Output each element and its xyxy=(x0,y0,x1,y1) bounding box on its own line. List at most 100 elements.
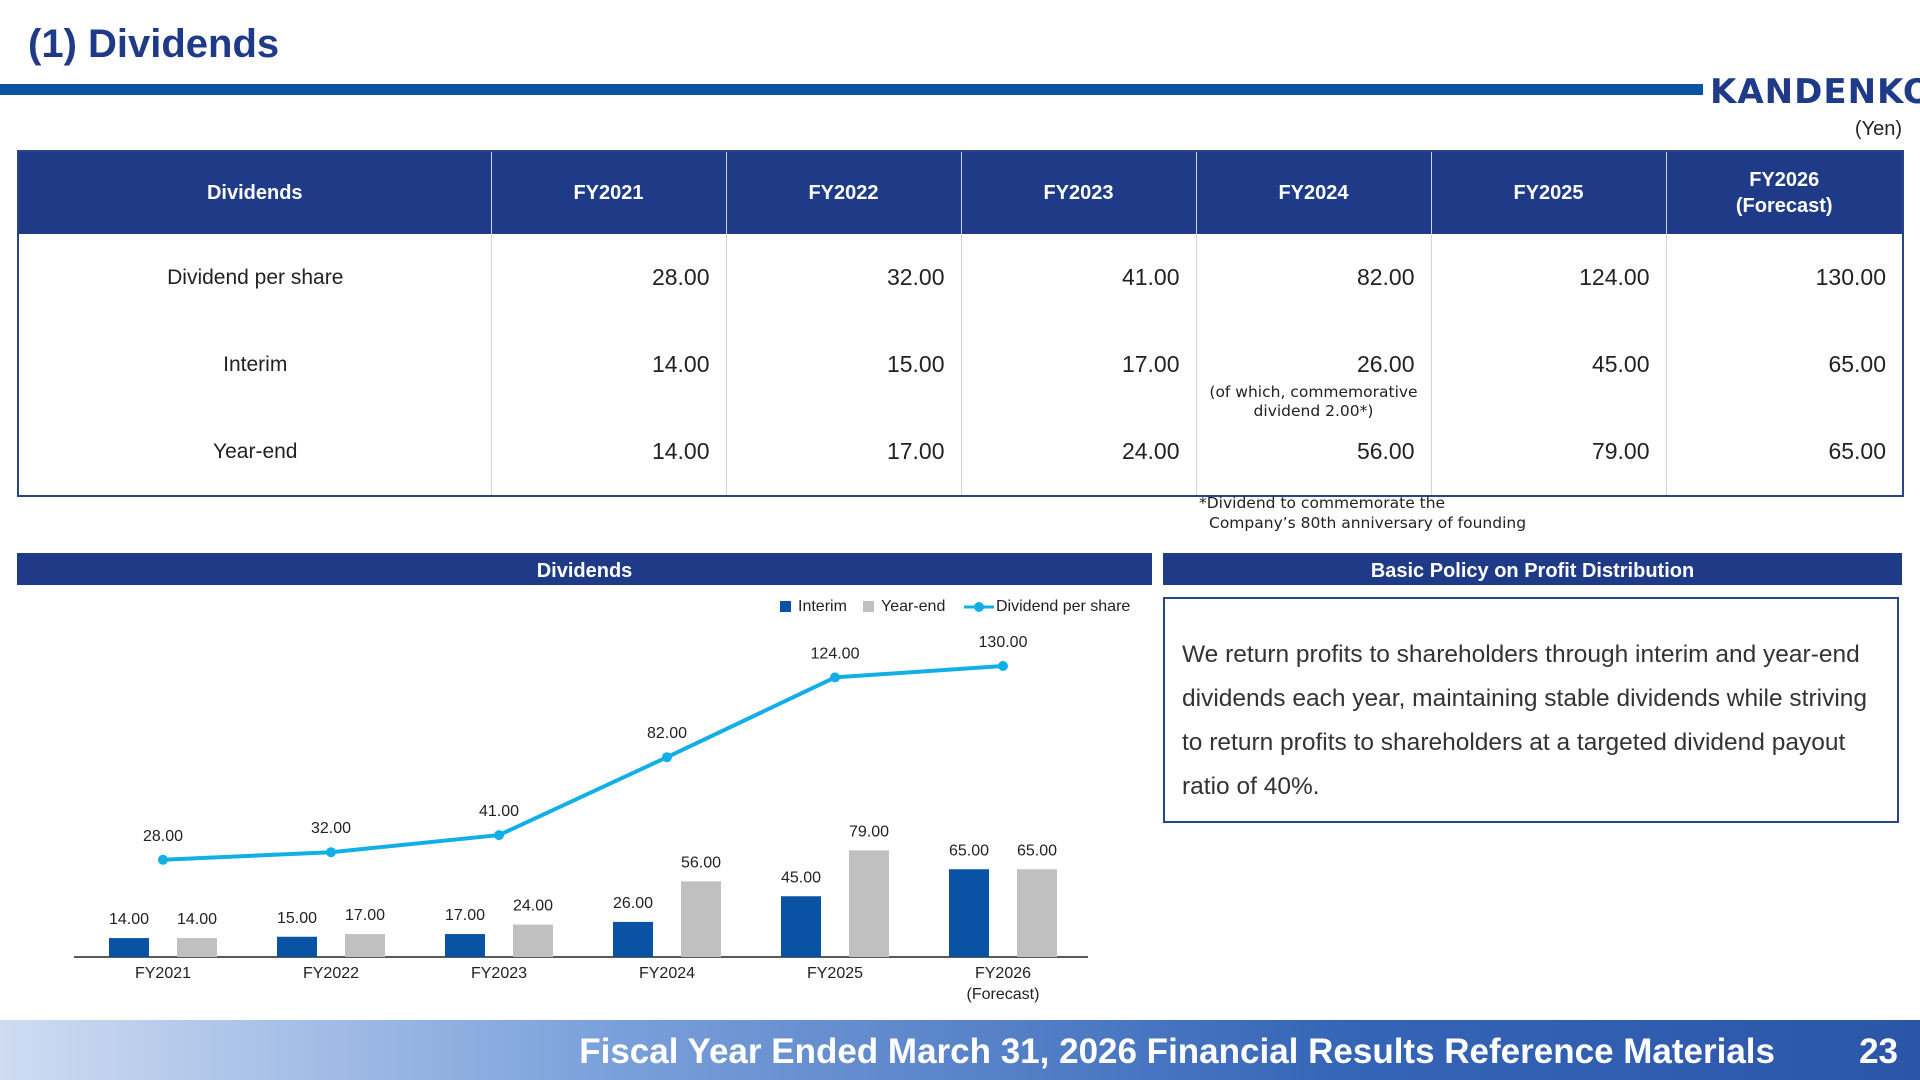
table-cell: 28.00 xyxy=(490,234,726,321)
bar-interim xyxy=(781,896,821,957)
data-label-interim: 17.00 xyxy=(445,907,485,924)
bar-interim xyxy=(109,938,149,957)
x-tick-sublabel: (Forecast) xyxy=(967,986,1040,1003)
row-label: Dividend per share xyxy=(167,265,344,289)
data-label-dividend-per-share: 82.00 xyxy=(647,725,687,742)
bar-interim xyxy=(277,936,317,957)
x-tick-label: FY2021 xyxy=(135,965,191,982)
table-cell: 124.00 xyxy=(1430,234,1666,321)
table-cell: 24.00 xyxy=(960,408,1196,496)
header-dividends: Dividends xyxy=(18,151,491,234)
point-dividend-per-share xyxy=(158,854,168,865)
x-tick-label: FY2024 xyxy=(639,965,695,982)
bar-year-end xyxy=(345,934,385,957)
table-cell: 15.00 xyxy=(725,321,961,408)
data-label-year-end: 79.00 xyxy=(849,823,889,840)
bar-year-end xyxy=(513,924,553,957)
data-label-year-end: 65.00 xyxy=(1017,842,1057,859)
row-label: Year-end xyxy=(213,439,298,463)
x-tick-label: FY2022 xyxy=(303,965,359,982)
table-cell: 45.00 xyxy=(1430,321,1666,408)
table-row: Year-end 14.00 17.00 24.00 56.00 79.00 6… xyxy=(18,408,1903,496)
table-cell: 65.00 xyxy=(1665,321,1903,408)
data-label-interim: 14.00 xyxy=(109,911,149,928)
point-dividend-per-share xyxy=(998,661,1008,671)
data-label-interim: 26.00 xyxy=(613,895,653,912)
point-dividend-per-share xyxy=(494,830,504,841)
data-label-dividend-per-share: 32.00 xyxy=(311,820,351,837)
commemorative-note-line1: (of which, commemorative xyxy=(1209,383,1418,401)
data-label-dividend-per-share: 130.00 xyxy=(979,634,1028,651)
table-cell-with-note: 26.00 (of which, commemorative dividend … xyxy=(1195,321,1431,420)
legend-swatch-year-end xyxy=(863,601,874,612)
table-cell: 56.00 xyxy=(1195,408,1431,496)
table-cell: 14.00 xyxy=(490,321,726,408)
unit-label: (Yen) xyxy=(1854,118,1902,140)
table-row: Interim 14.00 15.00 17.00 26.00 (of whic… xyxy=(18,321,1903,420)
table-cell: 130.00 xyxy=(1665,234,1903,321)
bar-interim xyxy=(445,934,485,957)
policy-box: We return profits to shareholders throug… xyxy=(1163,597,1899,823)
table-cell: 17.00 xyxy=(725,408,961,496)
data-label-dividend-per-share: 41.00 xyxy=(479,803,519,820)
header-fy2024: FY2024 xyxy=(1195,151,1431,234)
header-fy2026-forecast: (Forecast) xyxy=(1735,195,1833,217)
data-label-dividend-per-share: 124.00 xyxy=(811,645,860,662)
chart-section-title: Dividends xyxy=(17,553,1152,585)
point-dividend-per-share xyxy=(662,752,672,763)
table-cell-value: 26.00 xyxy=(1356,351,1415,377)
table-cell: 17.00 xyxy=(960,321,1196,408)
policy-section-title: Basic Policy on Profit Distribution xyxy=(1163,553,1902,585)
header-fy2025: FY2025 xyxy=(1430,151,1666,234)
data-label-interim: 65.00 xyxy=(949,842,989,859)
header-fy2026: FY2026 (Forecast) xyxy=(1665,151,1903,234)
legend-label-year-end: Year-end xyxy=(881,598,945,615)
table-cell: 79.00 xyxy=(1430,408,1666,496)
bar-interim xyxy=(949,869,989,957)
data-label-dividend-per-share: 28.00 xyxy=(143,828,183,845)
x-tick-label: FY2025 xyxy=(807,965,863,982)
company-logo: KANDENKO xyxy=(1710,72,1920,112)
point-dividend-per-share xyxy=(326,847,336,858)
header-fy2026-year: FY2026 xyxy=(1749,169,1820,191)
x-tick-label: FY2023 xyxy=(471,965,527,982)
data-label-year-end: 17.00 xyxy=(345,907,385,924)
data-label-year-end: 56.00 xyxy=(681,854,721,871)
policy-text: We return profits to shareholders throug… xyxy=(1182,641,1868,800)
page-title: (1) Dividends xyxy=(28,22,280,66)
data-label-interim: 15.00 xyxy=(277,910,317,927)
data-label-year-end: 14.00 xyxy=(177,911,217,928)
dividends-chart: 14.00 14.00 FY2021 15.00 17.00 FY2022 17.00 24.… xyxy=(74,598,1130,1003)
series-line-dividend-per-share xyxy=(162,664,1004,862)
footnote-line2: Company’s 80th anniversary of founding xyxy=(1209,514,1527,532)
commemorative-note: (of which, commemorative dividend 2.00*) xyxy=(1197,383,1431,421)
header-fy2022: FY2022 xyxy=(725,151,961,234)
table-cell: 14.00 xyxy=(490,408,726,496)
page-number: 23 xyxy=(1859,1032,1898,1071)
legend-label-dividend-per-share: Dividend per share xyxy=(996,598,1130,615)
legend-swatch-marker xyxy=(974,602,984,612)
table-cell: 41.00 xyxy=(960,234,1196,321)
bar-year-end xyxy=(849,850,889,957)
point-dividend-per-share xyxy=(830,672,840,683)
bar-year-end xyxy=(177,938,217,957)
bar-interim xyxy=(613,921,653,957)
data-label-interim: 45.00 xyxy=(781,869,821,886)
table-cell: 82.00 xyxy=(1195,234,1431,321)
footer-text: Fiscal Year Ended March 31, 2026 Financi… xyxy=(579,1032,1775,1071)
table-cell: 65.00 xyxy=(1665,408,1903,496)
legend-swatch-interim xyxy=(780,601,791,612)
header-fy2023: FY2023 xyxy=(960,151,1196,234)
footer-bar: Fiscal Year Ended March 31, 2026 Financi… xyxy=(0,1020,1920,1080)
dividends-table: Dividends FY2021 FY2022 FY2023 FY2024 FY… xyxy=(17,150,1904,497)
table-cell: 32.00 xyxy=(725,234,961,321)
footnote-line1: *Dividend to commemorate the xyxy=(1199,494,1446,512)
legend-label-interim: Interim xyxy=(798,598,847,615)
table-row: Dividend per share 28.00 32.00 41.00 82.… xyxy=(18,234,1903,321)
commemorative-note-line2: dividend 2.00*) xyxy=(1253,402,1374,420)
data-label-year-end: 24.00 xyxy=(513,898,553,915)
x-tick-label: FY2026 xyxy=(975,965,1031,982)
bar-year-end xyxy=(1017,869,1057,957)
row-label: Interim xyxy=(223,352,288,376)
title-rule xyxy=(0,84,1703,95)
